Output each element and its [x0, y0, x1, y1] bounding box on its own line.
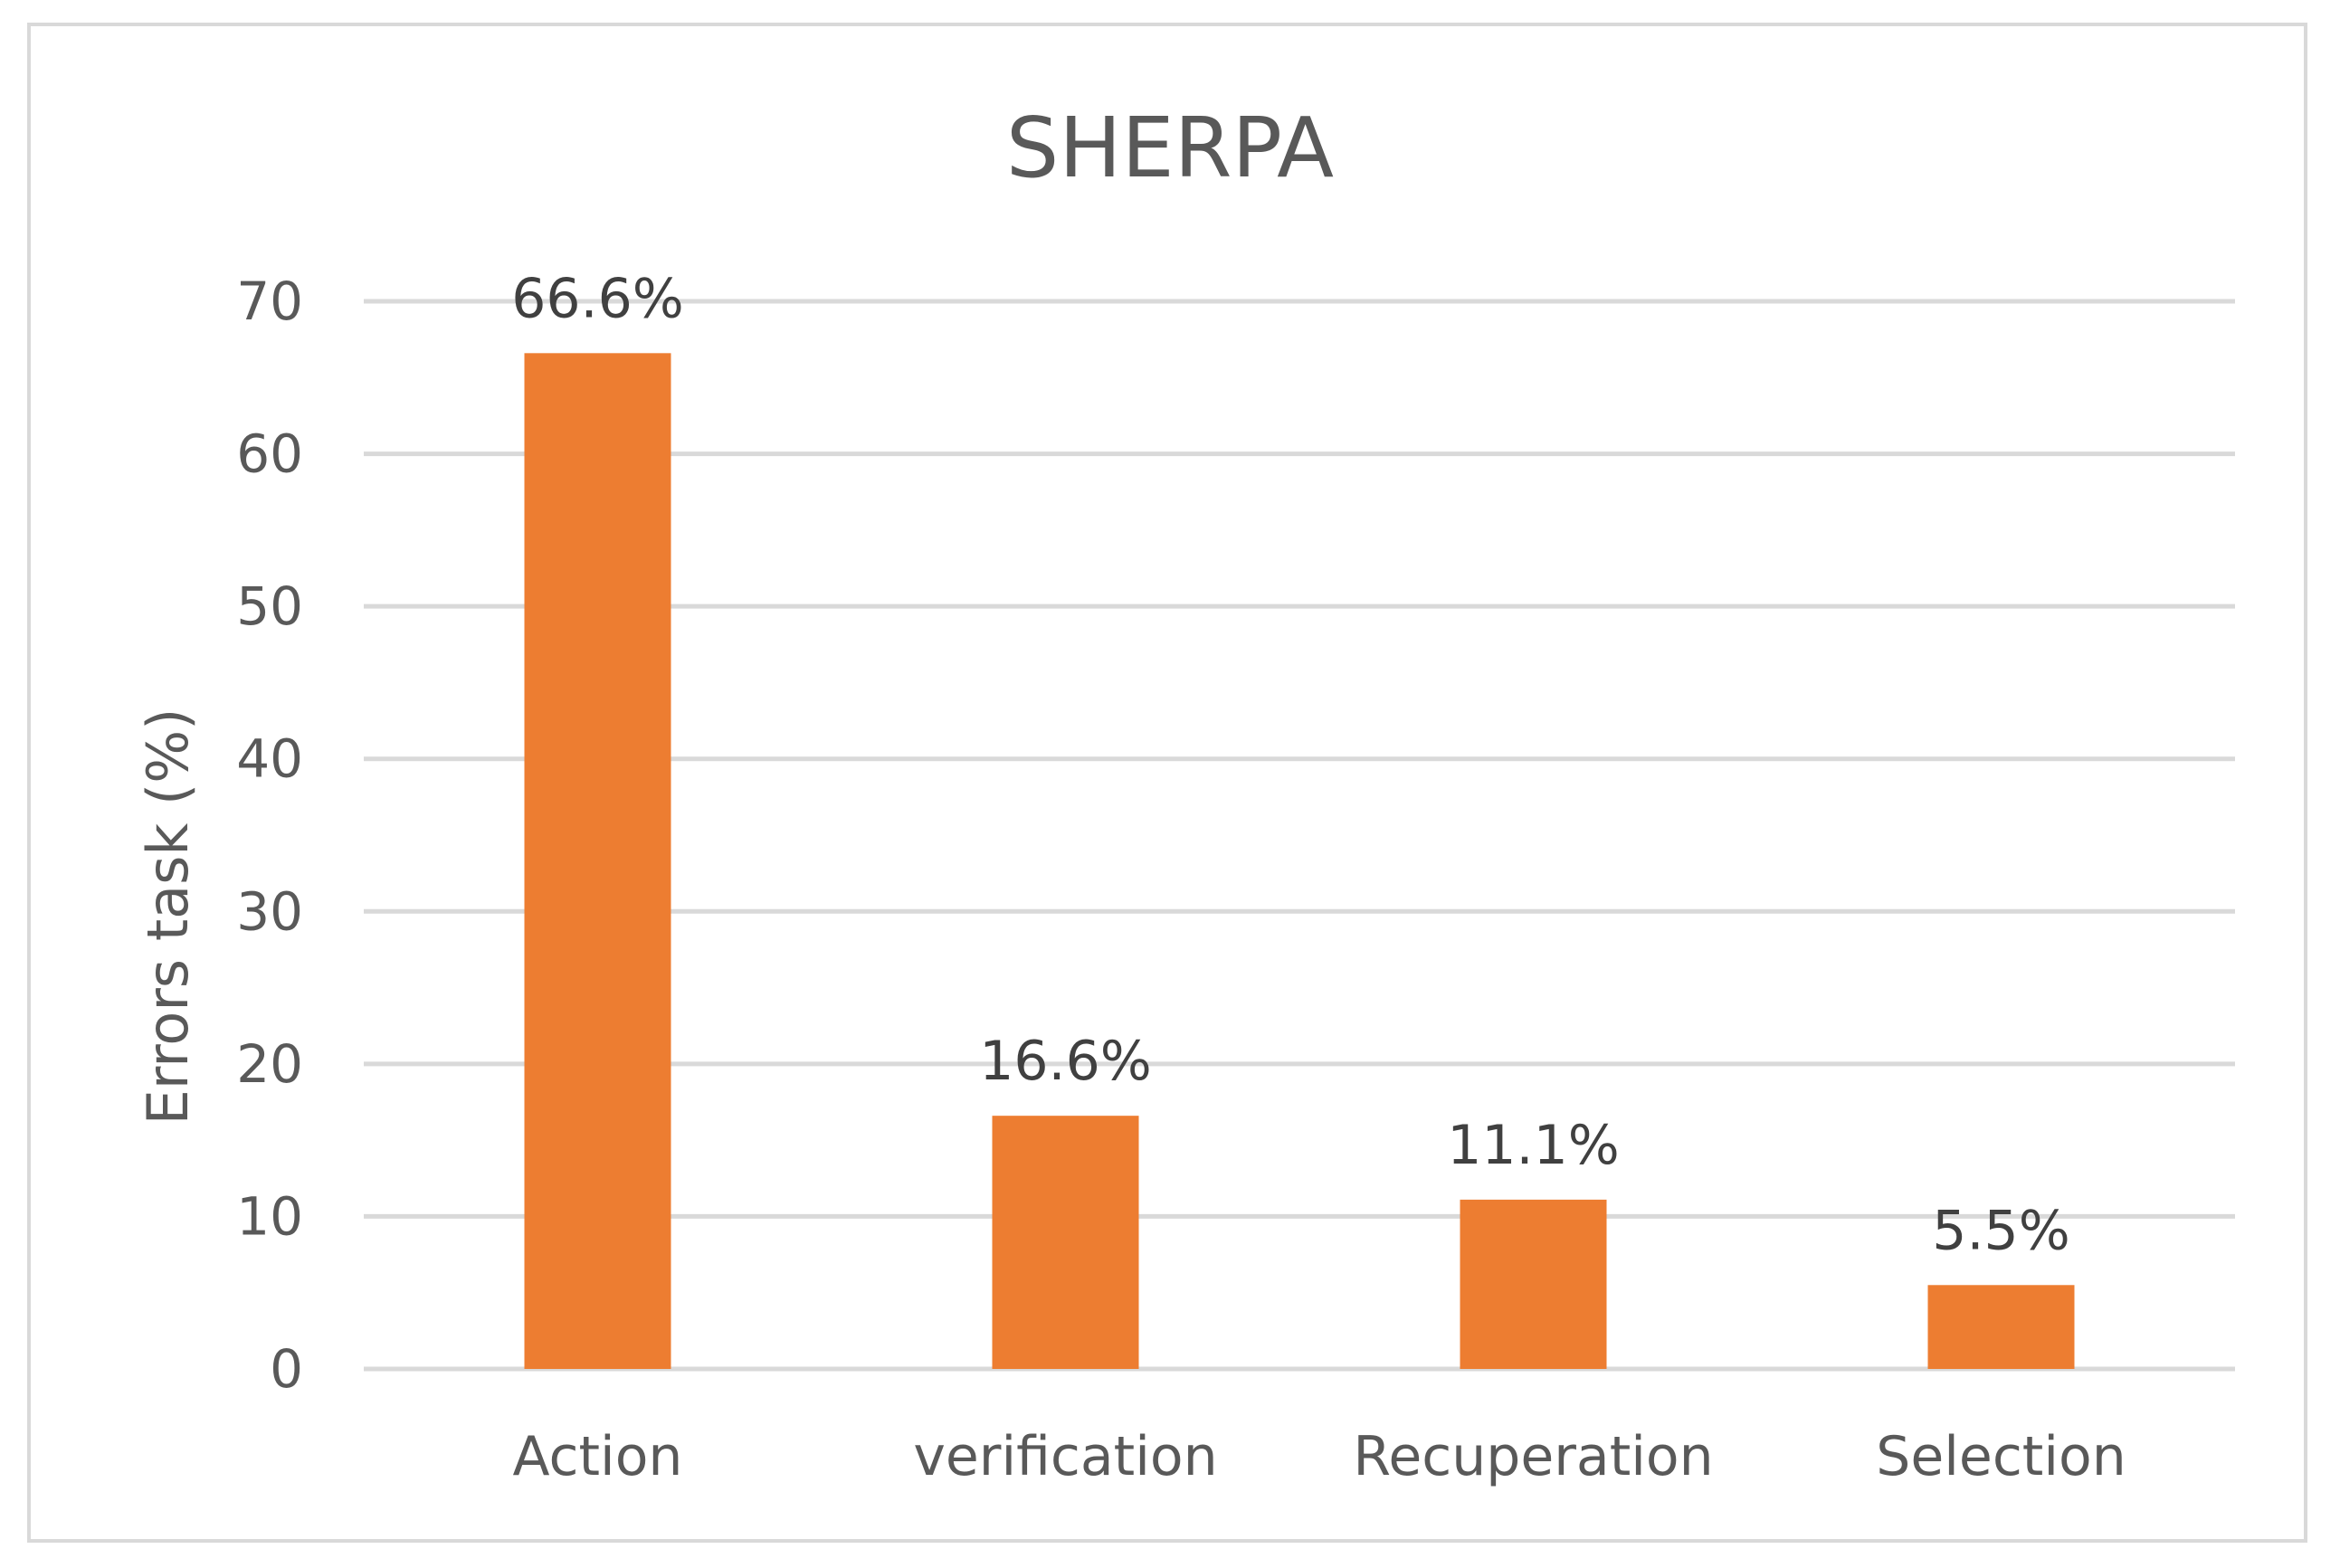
- y-tick-label: 10: [236, 1185, 303, 1247]
- data-label: 5.5%: [1932, 1199, 2069, 1262]
- x-axis-ticks: Action verification Recuperation Selection: [513, 1425, 2126, 1488]
- y-tick-label: 70: [236, 271, 303, 332]
- y-tick-label: 50: [236, 575, 303, 637]
- data-label: 66.6%: [511, 267, 684, 330]
- y-tick-label: 0: [270, 1338, 303, 1400]
- x-tick-label: Action: [513, 1425, 683, 1488]
- x-tick-label: verification: [913, 1425, 1217, 1488]
- y-axis-label: Errors task (%): [135, 708, 201, 1126]
- bar-verification: [992, 1116, 1139, 1369]
- data-label: 11.1%: [1447, 1114, 1620, 1177]
- bars: [524, 353, 2075, 1369]
- x-tick-label: Selection: [1876, 1425, 2126, 1488]
- chart-frame: [27, 23, 2307, 1543]
- x-tick-label: Recuperation: [1353, 1425, 1713, 1488]
- y-axis-ticks: 0 10 20 30 40 50 60 70: [236, 271, 303, 1400]
- y-tick-label: 60: [236, 423, 303, 485]
- bar-recuperation: [1460, 1199, 1607, 1369]
- data-label: 16.6%: [979, 1030, 1152, 1093]
- gridlines: [364, 299, 2235, 1372]
- data-labels: 66.6% 16.6% 11.1% 5.5%: [511, 267, 2070, 1262]
- chart-title: SHERPA: [1006, 100, 1334, 196]
- bar-action: [524, 353, 671, 1369]
- y-tick-label: 20: [236, 1033, 303, 1095]
- y-tick-label: 40: [236, 728, 303, 790]
- y-tick-label: 30: [236, 880, 303, 942]
- bar-selection: [1927, 1285, 2075, 1369]
